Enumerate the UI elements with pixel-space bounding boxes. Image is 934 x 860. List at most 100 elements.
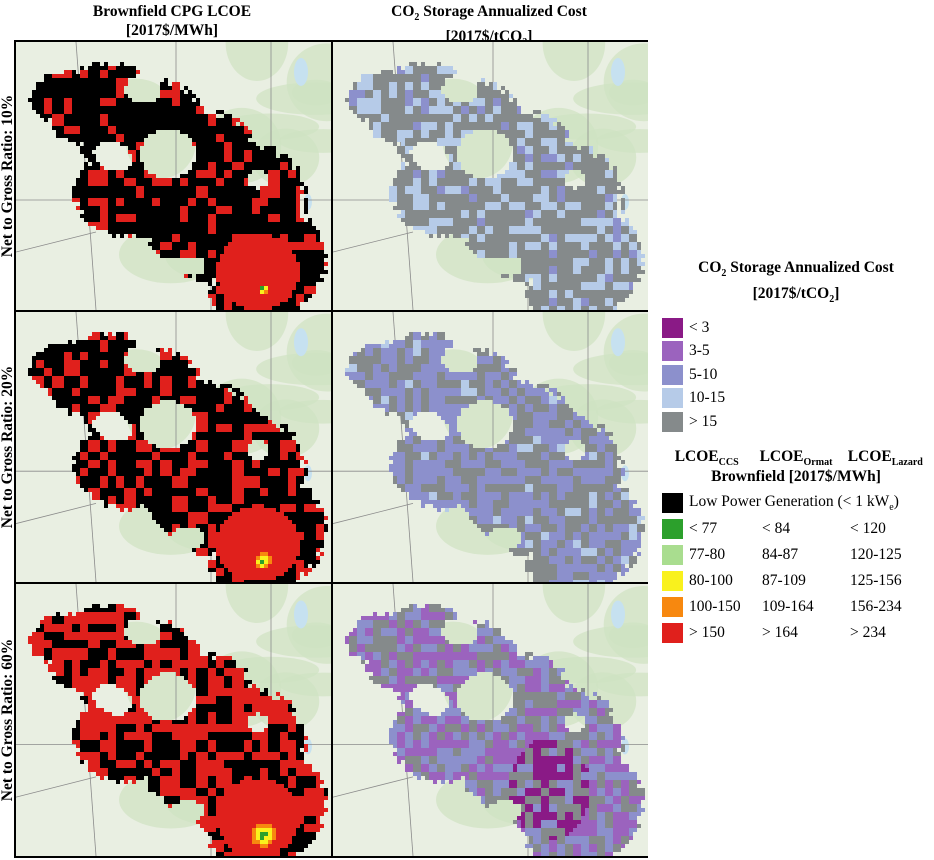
raster-cell <box>597 154 601 158</box>
raster-cell <box>613 206 617 210</box>
raster-cell <box>236 198 240 202</box>
raster-cell <box>272 262 276 266</box>
raster-cell <box>128 210 132 214</box>
raster-cell <box>128 182 132 186</box>
raster-cell <box>537 174 541 178</box>
raster-cell <box>212 142 216 146</box>
raster-cell <box>292 246 296 250</box>
raster-cell <box>140 134 144 138</box>
raster-cell <box>505 106 509 110</box>
raster-cell <box>180 222 184 226</box>
raster-cell <box>184 98 188 102</box>
raster-cell <box>509 142 513 146</box>
raster-cell <box>561 262 565 266</box>
raster-cell <box>228 274 232 278</box>
raster-cell <box>525 270 529 274</box>
raster-cell <box>308 218 312 222</box>
raster-cell <box>92 202 96 206</box>
raster-cell <box>601 178 605 182</box>
raster-cell <box>88 98 92 102</box>
raster-cell <box>561 190 565 194</box>
raster-cell <box>224 114 228 118</box>
raster-cell <box>429 226 433 230</box>
raster-cell <box>296 182 300 186</box>
raster-cell <box>449 150 453 154</box>
raster-cell <box>501 238 505 242</box>
raster-cell <box>465 126 469 130</box>
raster-cell <box>541 270 545 274</box>
raster-cell <box>609 222 613 226</box>
raster-cell <box>116 210 120 214</box>
raster-cell <box>585 182 589 186</box>
raster-cell <box>204 226 208 230</box>
raster-cell <box>216 210 220 214</box>
raster-cell <box>228 290 232 294</box>
raster-cell <box>136 170 140 174</box>
raster-cell <box>240 286 244 290</box>
raster-cell <box>561 246 565 250</box>
raster-cell <box>513 218 517 222</box>
raster-cell <box>76 102 80 106</box>
raster-cell <box>80 344 84 348</box>
raster-cell <box>529 238 533 242</box>
raster-cell <box>533 130 537 134</box>
raster-cell <box>288 206 292 210</box>
raster-cell <box>353 106 357 110</box>
raster-cell <box>569 158 573 162</box>
raster-cell <box>525 154 529 158</box>
raster-cell <box>216 250 220 254</box>
raster-cell <box>108 202 112 206</box>
raster-cell <box>513 122 517 126</box>
raster-cell <box>288 182 292 186</box>
raster-cell <box>108 226 112 230</box>
raster-cell <box>48 102 52 106</box>
raster-cell <box>180 218 184 222</box>
raster-cell <box>497 106 501 110</box>
raster-cell <box>212 238 216 242</box>
raster-cell <box>128 178 132 182</box>
raster-cell <box>513 134 517 138</box>
raster-cell <box>605 254 609 258</box>
raster-cell <box>433 98 437 102</box>
raster-cell <box>248 166 252 170</box>
raster-cell <box>236 238 240 242</box>
raster-cell <box>433 194 437 198</box>
raster-cell <box>104 174 108 178</box>
raster-cell <box>112 126 116 130</box>
raster-cell <box>228 166 232 170</box>
raster-cell <box>589 174 593 178</box>
raster-cell <box>581 254 585 258</box>
raster-cell <box>224 154 228 158</box>
raster-cell <box>397 150 401 154</box>
raster-cell <box>248 226 252 230</box>
raster-cell <box>533 290 537 294</box>
raster-cell <box>104 94 108 98</box>
raster-cell <box>605 234 609 238</box>
raster-cell <box>32 94 36 98</box>
raster-cell <box>64 82 68 86</box>
raster-cell <box>621 202 625 206</box>
raster-cell <box>413 126 417 130</box>
raster-cell <box>541 186 545 190</box>
raster-cell <box>533 294 537 298</box>
raster-cell <box>72 368 76 372</box>
raster-cell <box>152 214 156 218</box>
raster-cell <box>361 94 365 98</box>
raster-cell <box>449 122 453 126</box>
raster-cell <box>593 302 597 306</box>
raster-cell <box>441 122 445 126</box>
raster-cell <box>52 122 56 126</box>
raster-cell <box>453 210 457 214</box>
raster-cell <box>276 214 280 218</box>
raster-cell <box>545 146 549 150</box>
raster-cell <box>124 74 128 78</box>
raster-cell <box>180 178 184 182</box>
raster-cell <box>537 218 541 222</box>
raster-cell <box>296 170 300 174</box>
raster-cell <box>517 214 521 218</box>
raster-cell <box>401 110 405 114</box>
raster-cell <box>268 246 272 250</box>
raster-cell <box>212 234 216 238</box>
raster-cell <box>264 194 268 198</box>
raster-cell <box>280 186 284 190</box>
